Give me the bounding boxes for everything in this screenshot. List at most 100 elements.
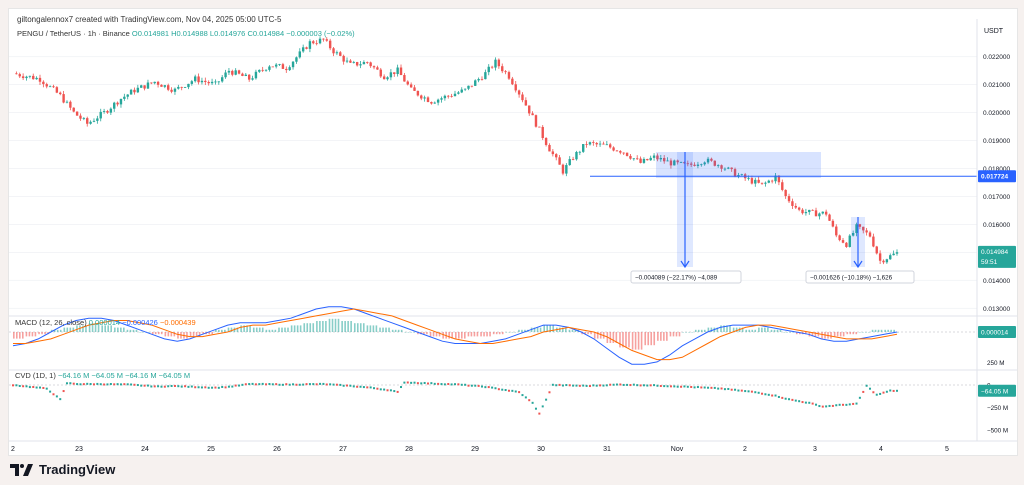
tradingview-brand[interactable]: TradingView (10, 462, 115, 477)
cvd-candle (430, 382, 433, 385)
cvd-candle (55, 395, 58, 398)
macd-histogram-bar (593, 332, 596, 339)
macd-histogram-bar (312, 323, 315, 332)
macd-histogram-bar (855, 332, 858, 335)
cvd-candle (788, 398, 791, 401)
macd-histogram-bar (501, 332, 504, 335)
cvd-candle (848, 403, 851, 406)
candle-body (403, 75, 406, 82)
macd-histogram-bar (581, 332, 583, 335)
candle-body (673, 160, 676, 166)
cvd-candle (325, 383, 328, 386)
candle-body (848, 235, 851, 247)
cvd-candle (477, 384, 480, 387)
cvd-candle (342, 384, 345, 387)
cvd-candle (582, 384, 585, 387)
candle-body (261, 69, 264, 71)
candle-body (42, 81, 45, 85)
macd-histogram-bar (467, 332, 470, 337)
cvd-candle (190, 385, 193, 388)
candle-body (322, 38, 325, 40)
macd-histogram-bar (154, 332, 157, 335)
cvd-candle (244, 383, 247, 386)
candle-body (706, 158, 710, 163)
candle-body (312, 41, 315, 44)
cvd-candle (457, 383, 460, 386)
cvd-candle (224, 386, 227, 389)
cvd-candle (214, 386, 217, 389)
candle-body (517, 90, 521, 95)
level-price-label: 0.017724 (981, 174, 1008, 181)
cvd-candle (352, 385, 355, 388)
cvd-candle (126, 383, 129, 386)
time-tick-label: 30 (537, 446, 545, 453)
macd-legend[interactable]: MACD (12, 26, close) 0.000014 −0.000426 … (15, 318, 196, 327)
cvd-candle (265, 383, 268, 386)
cvd-candle (140, 384, 143, 387)
cvd-candle (207, 386, 210, 389)
candle-body (298, 51, 301, 58)
macd-histogram-bar (442, 332, 444, 339)
cvd-candle (437, 382, 440, 385)
macd-histogram-bar (258, 327, 261, 332)
cvd-candle (588, 385, 591, 388)
candle-body (764, 182, 767, 184)
candle-body (214, 81, 217, 83)
candle-body (335, 52, 339, 54)
candle-body (433, 102, 436, 104)
cvd-candle (335, 383, 338, 386)
macd-histogram-bar (142, 332, 144, 333)
cvd-candle (666, 385, 669, 388)
cvd-candle (281, 383, 284, 386)
symbol-legend[interactable]: PENGU / TetherUS · 1h · Binance O0.01498… (17, 29, 355, 38)
macd-histogram-bar (751, 329, 754, 332)
cvd-candle (882, 391, 885, 394)
price-chart-svg[interactable]: −0.004089 (−22.17%) −4,089 −0.001626 (−1… (9, 9, 1017, 455)
candle-body (237, 70, 241, 74)
cvd-candle (561, 384, 564, 387)
candle-body (548, 144, 551, 152)
macd-histogram-bar (319, 321, 321, 332)
macd-histogram-bar (590, 332, 592, 335)
cvd-candle (872, 391, 875, 394)
cvd-candle (35, 386, 38, 389)
cvd-candle (312, 383, 315, 386)
cvd-legend[interactable]: CVD (1D, 1) −64.16 M −64.05 M −64.16 M −… (15, 371, 190, 380)
cvd-candle (521, 394, 524, 397)
candle-body (484, 72, 487, 80)
candle-body (649, 157, 652, 161)
cvd-candle (160, 385, 163, 388)
macd-name: MACD (12, 26, close) (15, 318, 87, 327)
candle-body (420, 95, 423, 99)
cvd-candle (49, 390, 52, 393)
cvd-candle (329, 383, 332, 386)
price-tick-label: 0.019000 (983, 138, 1010, 145)
candle-body (770, 180, 774, 182)
cvd-candle (612, 383, 615, 386)
candle-body (602, 143, 605, 145)
candle-body (140, 85, 143, 88)
candle-body (355, 62, 359, 66)
candle-body (754, 179, 757, 184)
candle-body (588, 142, 592, 145)
candle-body (467, 85, 470, 89)
candle-body (109, 108, 113, 113)
macd-histogram-bar (394, 329, 397, 332)
cvd-candle (602, 384, 605, 387)
macd-histogram-bar (397, 329, 400, 332)
macd-histogram-bar (723, 325, 725, 332)
candle-body (534, 115, 538, 127)
cvd-candle (740, 389, 743, 392)
time-tick-label: 4 (879, 446, 883, 453)
cvd-candle (420, 382, 423, 385)
cvd-candle (875, 393, 878, 396)
macd-histogram-bar (255, 327, 258, 332)
signal-line (13, 308, 898, 361)
measure-tool-2: −0.001626 (−10.18%) −1,626 (805, 217, 915, 284)
candle-body (504, 71, 507, 73)
cvd-candle (551, 383, 554, 386)
cvd-candle (278, 383, 281, 386)
candle-body (791, 201, 794, 206)
macd-histogram-bar (296, 325, 299, 332)
candle-body (622, 152, 625, 154)
